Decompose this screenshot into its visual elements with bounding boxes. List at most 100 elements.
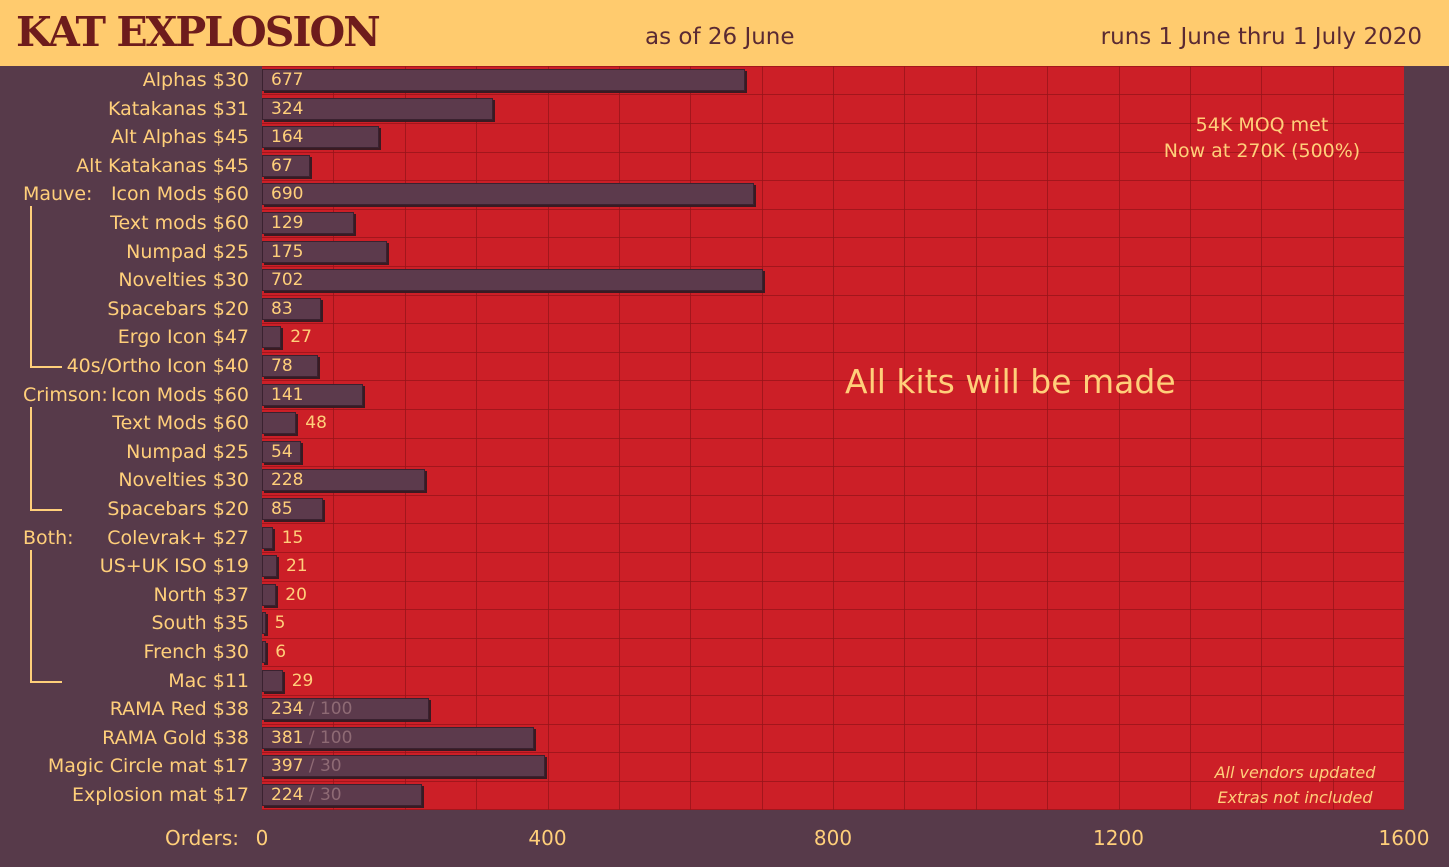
bar xyxy=(262,669,283,692)
group-label: Both: xyxy=(23,526,74,549)
bar-value: 677 xyxy=(271,70,304,90)
group-bracket-horizontal xyxy=(30,366,62,368)
bar xyxy=(262,555,277,578)
bar-value: 702 xyxy=(271,270,304,291)
bar-target: / 100 xyxy=(303,727,353,748)
bar xyxy=(262,269,764,292)
bar xyxy=(262,97,494,120)
vendors-note: All vendors updated Extras not included xyxy=(1150,760,1440,810)
bar-value-label: 54 xyxy=(271,441,293,463)
x-tick-label: 1600 xyxy=(1378,826,1430,850)
vendors-line-1: All vendors updated xyxy=(1214,763,1376,782)
gridline-horizontal xyxy=(262,694,1404,696)
bar-value-label: 702 xyxy=(271,269,303,291)
category-label: Mac $11 xyxy=(168,669,249,692)
category-label: Numpad $25 xyxy=(126,240,249,263)
category-label: South $35 xyxy=(151,612,249,635)
gridline-horizontal xyxy=(262,294,1404,296)
category-label: Magic Circle mat $17 xyxy=(47,755,249,778)
bar xyxy=(262,240,387,263)
bar-value-label: 20 xyxy=(285,584,307,606)
gridline-horizontal xyxy=(262,180,1404,182)
bar-value-label: 141 xyxy=(271,384,303,406)
category-label: Novelties $30 xyxy=(118,269,249,292)
group-bracket-vertical xyxy=(30,206,32,366)
gridline-horizontal xyxy=(262,151,1404,153)
bar-value: 175 xyxy=(271,241,304,262)
bar-value: 78 xyxy=(271,356,293,376)
bar-value: 48 xyxy=(305,413,327,434)
bar xyxy=(262,355,318,377)
bar-value: 381 xyxy=(271,727,304,748)
bar-value-label: 129 xyxy=(271,212,303,234)
bar xyxy=(262,526,273,549)
group-label: Mauve: xyxy=(23,183,93,206)
bar-value-label: 324 xyxy=(271,98,303,120)
bar-value: 164 xyxy=(271,127,304,148)
gridline-horizontal xyxy=(262,208,1404,210)
bar-value: 27 xyxy=(290,327,312,348)
bar-value: 324 xyxy=(271,98,304,119)
gridline-horizontal xyxy=(262,780,1404,782)
bar-value: 224 xyxy=(271,785,304,805)
category-label: Alt Katakanas $45 xyxy=(76,154,249,177)
bar-value-label: 67 xyxy=(271,155,293,177)
group-label: Crimson: xyxy=(23,383,108,406)
bar xyxy=(262,583,277,606)
category-label: Alphas $30 xyxy=(142,69,249,91)
bar xyxy=(262,498,323,520)
x-axis-label: Orders: xyxy=(165,826,239,850)
bar-value: 67 xyxy=(271,155,293,176)
category-label: Text Mods $60 xyxy=(112,412,249,435)
bar xyxy=(262,297,322,320)
bar xyxy=(262,726,534,749)
bar-value: 141 xyxy=(271,384,304,405)
moq-annotation: 54K MOQ met Now at 270K (500%) xyxy=(1120,112,1404,164)
gridline-horizontal xyxy=(262,551,1404,553)
gridline-horizontal xyxy=(262,580,1404,582)
bar xyxy=(262,612,266,635)
header-bar: KAT EXPLOSION as of 26 June runs 1 June … xyxy=(0,0,1449,66)
bar-value-label: 234 / 100 xyxy=(271,698,352,720)
category-label: Icon Mods $60 xyxy=(110,383,249,406)
bar-value: 228 xyxy=(271,470,304,491)
category-label: Icon Mods $60 xyxy=(110,183,249,206)
group-bracket-horizontal xyxy=(30,680,62,683)
vendors-line-2: Extras not included xyxy=(1217,788,1373,807)
page-title: KAT EXPLOSION xyxy=(16,8,381,56)
bar xyxy=(262,698,430,721)
x-tick-label: 0 xyxy=(255,826,269,850)
bar-value-label: 6 xyxy=(275,641,286,663)
bar-value: 83 xyxy=(271,298,293,319)
bar-value-label: 397 / 30 xyxy=(271,755,342,777)
bar-value-label: 48 xyxy=(305,412,327,434)
bar-value-label: 224 / 30 xyxy=(271,784,342,806)
bar-value-label: 381 / 100 xyxy=(271,727,352,749)
gridline-horizontal xyxy=(262,265,1404,267)
category-label: RAMA Gold $38 xyxy=(102,726,249,749)
moq-line-2: Now at 270K (500%) xyxy=(1163,140,1361,162)
category-label: Numpad $25 xyxy=(126,440,249,463)
bar-value: 690 xyxy=(271,184,304,205)
bar-value: 397 xyxy=(271,756,304,777)
x-tick-label: 400 xyxy=(528,826,567,850)
bar xyxy=(262,784,422,806)
bar xyxy=(262,469,425,492)
category-label: Ergo Icon $47 xyxy=(117,326,249,349)
gridline-horizontal xyxy=(262,494,1404,496)
gridline-horizontal xyxy=(262,408,1404,410)
gridline-horizontal xyxy=(262,466,1404,468)
plot-area: 677 324 164 67 690 129 175 702 83 27 78 141 48 54 228 8… xyxy=(262,66,1404,810)
bar xyxy=(262,440,301,463)
gridline-horizontal xyxy=(262,752,1404,754)
group-bracket-vertical xyxy=(30,406,32,509)
bar-value: 21 xyxy=(285,556,308,577)
all-kits-annotation: All kits will be made xyxy=(845,362,1176,401)
as-of-date: as of 26 June xyxy=(645,24,795,50)
category-label: RAMA Red $38 xyxy=(109,698,249,721)
bar xyxy=(262,412,297,435)
category-label: Spacebars $20 xyxy=(107,297,249,320)
gridline-horizontal xyxy=(262,122,1404,124)
bar-value-label: 15 xyxy=(282,527,304,549)
category-label: US+UK ISO $19 xyxy=(99,555,249,578)
